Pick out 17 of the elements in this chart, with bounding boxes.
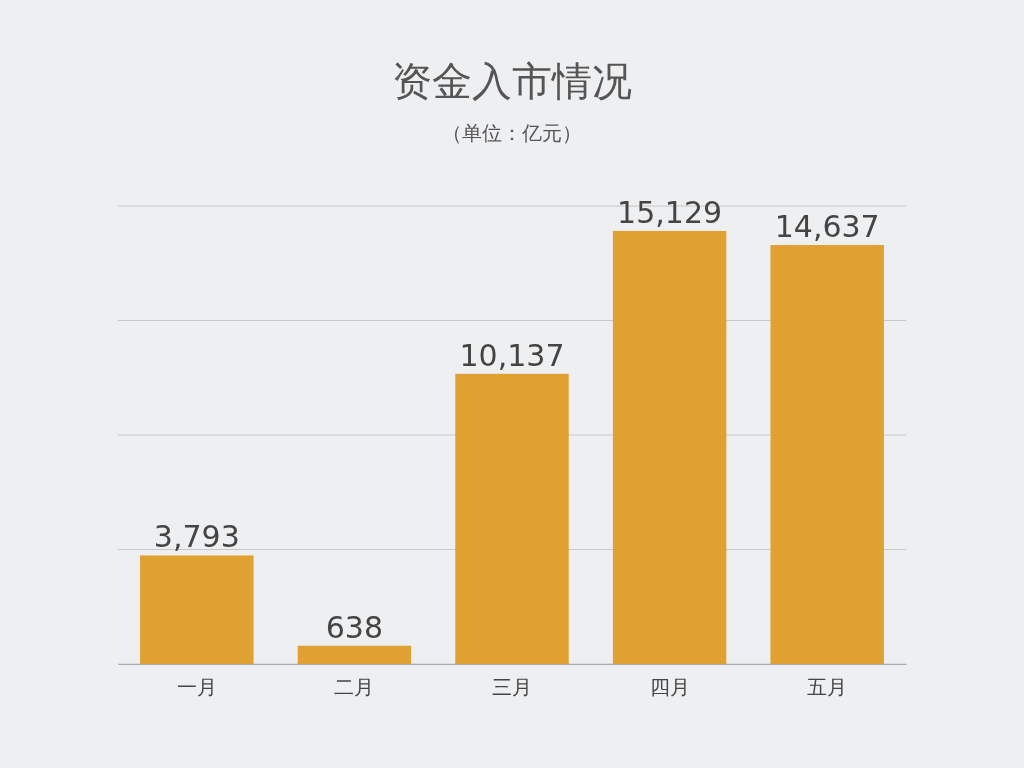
- bar: [770, 245, 884, 664]
- data-label: 638: [325, 609, 384, 645]
- chart-title: 资金入市情况: [392, 58, 632, 104]
- data-label: 10,137: [459, 337, 565, 373]
- x-tick-label: 一月: [176, 675, 217, 700]
- bar: [455, 373, 569, 664]
- x-tick-label: 四月: [649, 675, 690, 700]
- bar: [297, 645, 412, 664]
- data-label: 14,637: [774, 209, 880, 245]
- bar: [140, 555, 254, 664]
- chart-subtitle: （单位：亿元）: [442, 121, 582, 145]
- x-tick-label: 三月: [492, 675, 532, 700]
- data-label: 15,129: [617, 194, 723, 230]
- x-tick-label: 五月: [807, 675, 848, 700]
- x-tick-label: 二月: [334, 675, 375, 700]
- data-label: 3,793: [153, 519, 240, 555]
- bar: [612, 230, 727, 664]
